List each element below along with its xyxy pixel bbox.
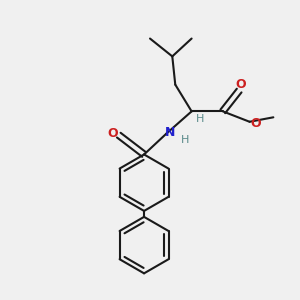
Text: O: O <box>107 127 118 140</box>
Text: O: O <box>251 117 261 130</box>
Text: H: H <box>181 135 189 145</box>
Text: H: H <box>196 114 204 124</box>
Text: O: O <box>235 78 246 91</box>
Text: N: N <box>165 126 175 139</box>
